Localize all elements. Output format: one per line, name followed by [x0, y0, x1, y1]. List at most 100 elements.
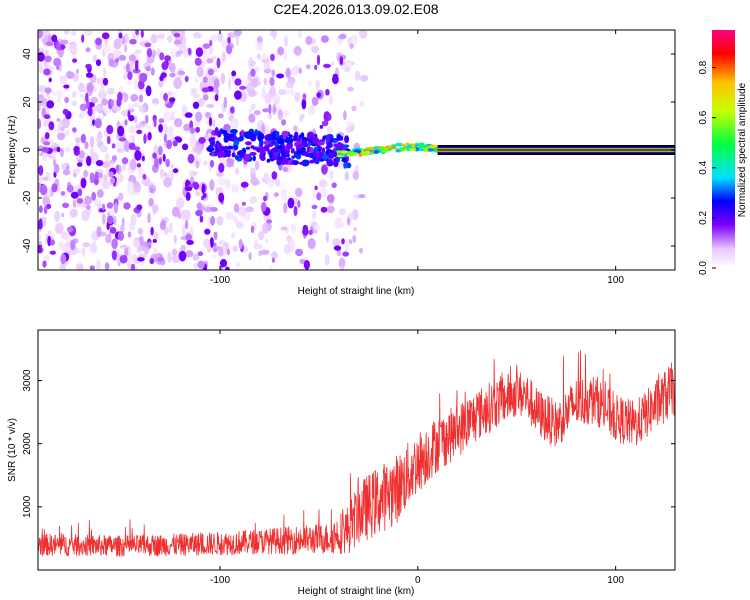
- noise-blob: [265, 238, 269, 244]
- noise-blob-strong: [153, 118, 157, 128]
- band-blob: [333, 160, 339, 168]
- noise-blob: [345, 126, 355, 133]
- noise-blob: [189, 226, 194, 236]
- band-blob: [245, 146, 251, 150]
- spectrogram-image: [38, 30, 675, 270]
- noise-blob: [318, 179, 328, 188]
- snr-x-tick-label: 100: [607, 575, 624, 586]
- noise-blob: [211, 55, 217, 61]
- noise-blob: [62, 169, 71, 176]
- noise-blob-strong: [314, 185, 318, 191]
- noise-blob-strong: [123, 202, 131, 210]
- trace-blob: [391, 144, 396, 148]
- noise-blob-strong: [127, 71, 133, 81]
- noise-blob-strong: [150, 67, 155, 76]
- noise-blob: [216, 171, 224, 177]
- noise-blob-strong: [85, 92, 89, 103]
- noise-blob-strong: [311, 204, 318, 210]
- band-blob: [293, 134, 298, 141]
- band-blob: [259, 146, 266, 155]
- noise-blob-strong: [45, 41, 54, 47]
- noise-blob-strong: [81, 34, 85, 43]
- noise-blob: [127, 187, 133, 192]
- band-blob: [284, 150, 290, 154]
- noise-blob-strong: [154, 157, 159, 169]
- noise-blob: [126, 80, 134, 86]
- noise-blob-strong: [213, 247, 218, 253]
- noise-blob-strong: [301, 98, 307, 110]
- band-blob: [273, 146, 279, 153]
- noise-blob-strong: [197, 251, 204, 257]
- noise-blob-strong: [144, 42, 152, 48]
- noise-blob: [250, 176, 259, 186]
- noise-blob: [113, 215, 117, 226]
- noise-blob-strong: [152, 152, 157, 159]
- spectrogram-x-tick-label: -100: [210, 275, 230, 286]
- noise-blob-strong: [323, 63, 331, 69]
- noise-blob-strong: [106, 202, 114, 209]
- band-blob: [313, 146, 319, 153]
- noise-blob-strong: [169, 97, 176, 103]
- noise-blob: [132, 102, 140, 108]
- noise-blob-strong: [111, 250, 117, 261]
- noise-blob-strong: [184, 75, 189, 83]
- band-blob: [233, 139, 240, 146]
- band-blob: [318, 151, 323, 160]
- noise-blob-strong: [297, 200, 301, 208]
- noise-blob-strong: [46, 100, 55, 109]
- snr-frame: [37, 329, 676, 571]
- noise-blob-strong: [76, 162, 83, 167]
- noise-blob: [60, 39, 69, 45]
- noise-blob: [360, 74, 369, 82]
- noise-blob: [60, 126, 65, 132]
- noise-blob-strong: [94, 118, 102, 129]
- noise-blob: [38, 85, 47, 93]
- noise-blob: [153, 144, 159, 156]
- noise-blob: [137, 228, 144, 235]
- trace-blob: [340, 150, 348, 154]
- colorbar-ticks: 0.0 0.2 0.4 0.6 0.8: [698, 60, 716, 275]
- spectrogram-x-label: Height of straight line (km): [298, 286, 415, 297]
- noise-blob-strong: [320, 35, 329, 43]
- colorbar-tick-label: 0.2: [698, 211, 709, 225]
- snr-x-tick-label: 0: [415, 575, 421, 586]
- noise-blob: [133, 78, 140, 90]
- noise-blob: [121, 35, 126, 45]
- noise-blob: [261, 123, 265, 135]
- noise-blob-strong: [185, 191, 191, 201]
- noise-blob-strong: [119, 254, 128, 264]
- noise-blob-strong: [308, 229, 313, 236]
- noise-blob-strong: [127, 231, 132, 238]
- noise-blob: [193, 76, 199, 83]
- noise-blob: [104, 152, 110, 163]
- band-blob: [343, 161, 348, 169]
- noise-blob: [315, 79, 321, 90]
- noise-blob: [58, 119, 64, 128]
- noise-blob-strong: [342, 251, 350, 257]
- noise-blob: [249, 167, 256, 174]
- noise-blob-strong: [150, 187, 154, 194]
- noise-blob: [188, 170, 193, 178]
- noise-blob-strong: [210, 237, 214, 248]
- noise-blob-strong: [102, 77, 109, 86]
- spectrogram-y-tick-label: 20: [22, 96, 33, 108]
- noise-blob: [254, 243, 263, 250]
- noise-blob-strong: [158, 145, 163, 156]
- noise-blob: [163, 123, 169, 134]
- noise-blob-strong: [295, 248, 304, 257]
- noise-blob-strong: [125, 63, 131, 73]
- noise-blob-strong: [54, 163, 60, 174]
- noise-blob-strong: [194, 57, 202, 66]
- band-blob: [226, 145, 234, 150]
- noise-blob: [349, 43, 355, 49]
- noise-blob-strong: [196, 202, 203, 210]
- noise-blob-strong: [79, 103, 88, 112]
- noise-blob: [157, 33, 165, 40]
- noise-blob-strong: [271, 171, 278, 180]
- noise-blob-strong: [321, 164, 328, 175]
- band-blob: [216, 130, 222, 138]
- noise-blob: [245, 206, 254, 213]
- trace-blob: [358, 153, 363, 157]
- noise-blob: [310, 45, 320, 53]
- chart-title: C2E4.2026.013.09.02.E08: [273, 1, 438, 17]
